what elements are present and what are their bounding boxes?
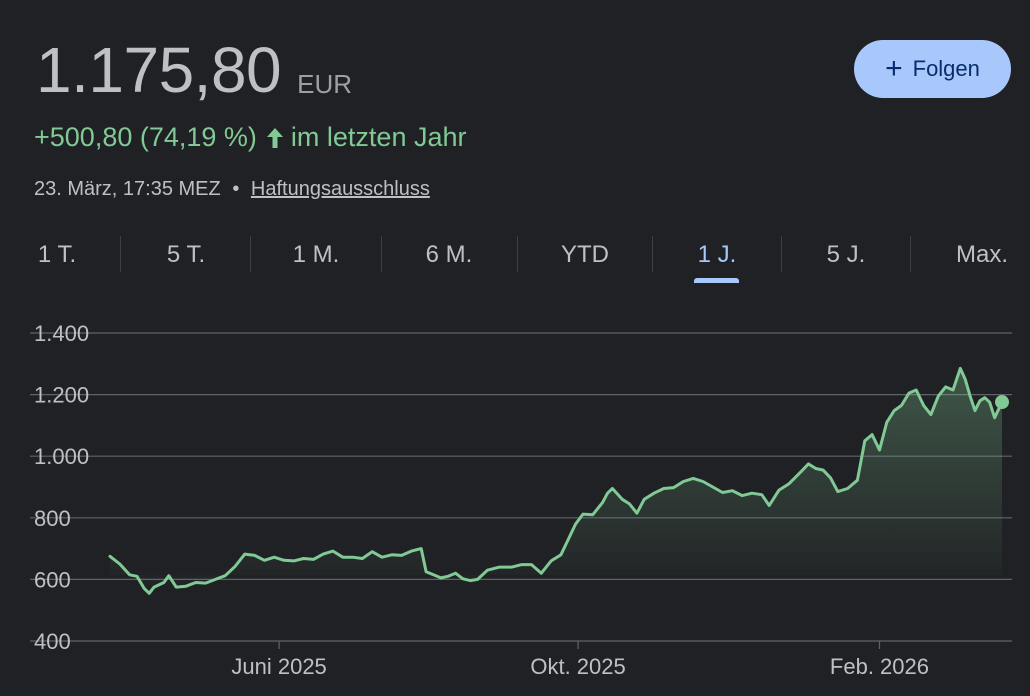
tab-6-months[interactable]: 6 M. [425,241,473,268]
currency-label: EUR [297,69,353,99]
x-tick-label: Juni 2025 [231,654,326,679]
tab-divider [781,236,782,272]
y-tick-label: 800 [34,506,71,531]
current-price: 1.175,80 [36,34,282,106]
tab-5-years[interactable]: 5 J. [826,241,866,268]
tab-divider [652,236,653,272]
y-tick-label: 600 [34,567,71,592]
tab-divider [120,236,121,272]
tab-1-month[interactable]: 1 M. [292,241,340,268]
price-line [108,366,1004,595]
active-tab-indicator [694,278,739,283]
follow-button[interactable]: + Folgen [854,40,1011,98]
plus-icon: + [885,52,903,85]
y-tick-label: 1.400 [34,321,89,346]
meta-separator: • [232,178,240,200]
x-tick-label: Feb. 2026 [830,654,929,679]
x-tick-label: Okt. 2025 [530,654,625,679]
y-tick-label: 1.000 [34,444,89,469]
price-area-fill [110,368,1002,594]
disclaimer-link[interactable]: Haftungsausschluss [250,178,430,200]
change-period: im letzten Jahr [290,122,467,152]
tab-divider [250,236,251,272]
timestamp: 23. März, 17:35 MEZ [34,178,221,200]
tab-divider [910,236,911,272]
change-value: +500,80 (74,19 %) [34,122,257,152]
tab-5-days[interactable]: 5 T. [166,241,206,268]
tab-divider [381,236,382,272]
quote-meta: 23. März, 17:35 MEZ • Haftungsausschluss [34,178,430,201]
last-price-marker [995,395,1009,410]
tab-ytd[interactable]: YTD [561,241,609,268]
y-tick-label: 400 [34,629,71,654]
tab-max[interactable]: Max. [955,241,1008,268]
tab-1-day[interactable]: 1 T. [37,241,77,268]
price-change: +500,80 (74,19 %) im letzten Jahr [34,122,467,153]
tab-1-year[interactable]: 1 J. [697,241,737,268]
follow-button-label: Folgen [912,56,980,81]
y-tick-label: 1.200 [34,383,89,408]
tab-divider [517,236,518,272]
price-row: 1.175,80 EUR [36,34,352,106]
time-range-tabs: 1 T. 5 T. 1 M. 6 M. YTD 1 J. 5 J. Max. [0,230,1030,286]
arrow-up-icon [265,126,285,150]
